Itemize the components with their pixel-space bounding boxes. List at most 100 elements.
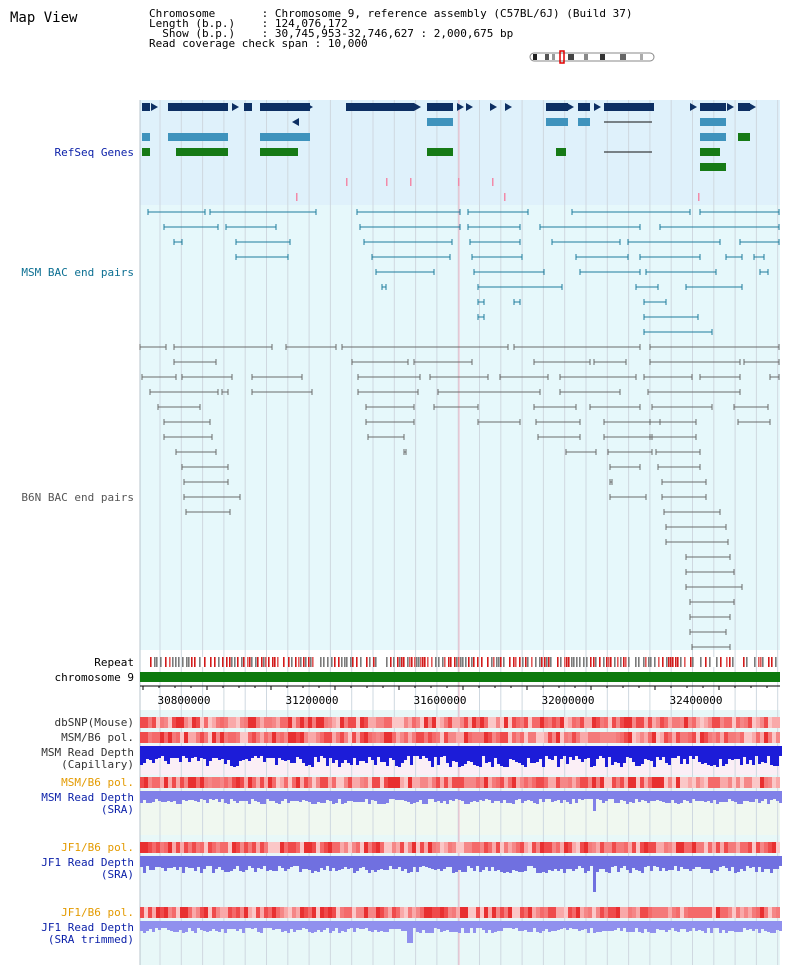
msm-sra-depth-bar [746, 791, 749, 801]
jf1-sra-depth-bar [203, 856, 206, 869]
capillary-depth-bar [503, 746, 506, 767]
dbsnp-heat-cell [696, 717, 700, 728]
repeat-element [635, 657, 637, 667]
track-label-msm-b6-pol-2[interactable]: MSM/B6 pol. [61, 776, 134, 789]
track-label-b6n-bac[interactable]: B6N BAC end pairs [21, 491, 134, 504]
repeat-element [226, 657, 228, 667]
jf1-sra-depth-bar [239, 856, 242, 871]
jf1-b6-pol-2-heat-cell [452, 907, 456, 918]
jf1-sra-depth-bar [344, 856, 347, 867]
msm-sra-depth-bar [515, 791, 518, 800]
jf1-sra-depth-bar [578, 856, 581, 866]
jf1-b6-pol-2-heat-cell [456, 907, 460, 918]
refseq-gene[interactable] [176, 148, 228, 156]
msm-sra-depth-bar [242, 791, 245, 801]
msm-sra-depth-bar [305, 791, 308, 801]
jf1-sra-depth-bar [761, 856, 764, 872]
refseq-gene[interactable] [168, 103, 228, 111]
track-label-repeat[interactable]: Repeat [94, 656, 134, 669]
track-label-msm-depth-capillary[interactable]: MSM Read Depth [41, 746, 134, 759]
repeat-element [251, 657, 253, 667]
msm-b6-pol-2-heat-cell [484, 777, 488, 788]
ideogram-band [552, 54, 555, 60]
msm-sra-depth-bar [341, 791, 344, 804]
jf1-trimmed-depth-bar [164, 921, 167, 928]
jf1-b6-pol-heat-cell [356, 842, 360, 853]
msm-b6-pol-2-heat-cell [360, 777, 364, 788]
jf1-sra-depth-bar [632, 856, 635, 868]
msm-b6-pol-2-heat-cell [348, 777, 352, 788]
jf1-b6-pol-2-heat-cell [276, 907, 280, 918]
msm-b6-pol-heat-cell [180, 732, 184, 743]
capillary-depth-bar [734, 746, 737, 759]
jf1-sra-depth-bar [191, 856, 194, 868]
jf1-b6-pol-2-heat-cell [416, 907, 420, 918]
refseq-gene[interactable] [700, 148, 720, 156]
repeat-element [424, 657, 426, 667]
track-label-dbsnp[interactable]: dbSNP(Mouse) [54, 716, 134, 729]
capillary-depth-bar [494, 746, 497, 758]
refseq-gene[interactable] [700, 103, 726, 111]
repeat-element [279, 657, 281, 667]
capillary-depth-bar [479, 746, 482, 767]
msm-b6-pol-2-heat-cell [652, 777, 656, 788]
refseq-gene[interactable] [700, 133, 726, 141]
jf1-trimmed-depth-bar [326, 921, 329, 928]
refseq-gene[interactable] [700, 118, 726, 126]
jf1-b6-pol-heat-cell [404, 842, 408, 853]
track-label-msm-bac[interactable]: MSM BAC end pairs [21, 266, 134, 279]
track-label-refseq-genes[interactable]: RefSeq Genes [54, 146, 134, 159]
jf1-b6-pol-2-heat-cell [672, 907, 676, 918]
jf1-b6-pol-2-heat-cell [272, 907, 276, 918]
track-label-msm-depth-sra[interactable]: MSM Read Depth [41, 791, 134, 804]
capillary-depth-bar [758, 746, 761, 764]
jf1-sra-depth-bar [779, 856, 782, 866]
refseq-gene[interactable] [738, 103, 750, 111]
jf1-sra-depth-bar [218, 856, 221, 867]
jf1-trimmed-depth-bar [218, 921, 221, 932]
refseq-gene[interactable] [546, 103, 568, 111]
track-label-jf1-depth-sra[interactable]: JF1 Read Depth [41, 856, 134, 869]
refseq-gene[interactable] [142, 148, 150, 156]
refseq-gene[interactable] [142, 133, 150, 141]
refseq-gene[interactable] [546, 118, 568, 126]
capillary-depth-bar [389, 746, 392, 758]
repeat-element [522, 657, 524, 667]
capillary-depth-bar [698, 746, 701, 762]
refseq-gene[interactable] [244, 103, 252, 111]
dbsnp-heat-cell [664, 717, 668, 728]
refseq-gene[interactable] [427, 103, 453, 111]
track-label-jf1-depth-trimmed[interactable]: JF1 Read Depth [41, 921, 134, 934]
track-label-jf1-b6-pol-1[interactable]: JF1/B6 pol. [61, 841, 134, 854]
jf1-sra-depth-bar [521, 856, 524, 872]
jf1-trimmed-depth-bar [272, 921, 275, 930]
refseq-gene[interactable] [578, 103, 590, 111]
track-label-msm-b6-pol-1[interactable]: MSM/B6 pol. [61, 731, 134, 744]
refseq-gene[interactable] [142, 103, 150, 111]
refseq-gene[interactable] [427, 118, 453, 126]
msm-b6-pol-heat-cell [328, 732, 332, 743]
dbsnp-heat-cell [204, 717, 208, 728]
refseq-gene[interactable] [427, 148, 453, 156]
jf1-b6-pol-heat-cell [764, 842, 768, 853]
msm-sra-depth-bar [200, 791, 203, 799]
refseq-gene[interactable] [578, 118, 590, 126]
repeat-element [418, 657, 420, 667]
msm-b6-pol-2-heat-cell [744, 777, 748, 788]
capillary-depth-bar [746, 746, 749, 764]
refseq-gene[interactable] [260, 133, 310, 141]
capillary-depth-bar [155, 746, 158, 759]
refseq-gene[interactable] [738, 133, 750, 141]
refseq-gene[interactable] [346, 103, 414, 111]
refseq-gene[interactable] [260, 148, 298, 156]
msm-b6-pol-2-heat-cell [384, 777, 388, 788]
refseq-gene[interactable] [168, 133, 228, 141]
track-label-jf1-b6-pol-2[interactable]: JF1/B6 pol. [61, 906, 134, 919]
jf1-b6-pol-2-heat-cell [172, 907, 176, 918]
refseq-gene[interactable] [556, 148, 566, 156]
refseq-gene[interactable] [604, 103, 654, 111]
refseq-gene[interactable] [700, 163, 726, 171]
refseq-gene[interactable] [260, 103, 310, 111]
chromosome-bar[interactable] [140, 672, 780, 682]
repeat-element [316, 657, 318, 667]
